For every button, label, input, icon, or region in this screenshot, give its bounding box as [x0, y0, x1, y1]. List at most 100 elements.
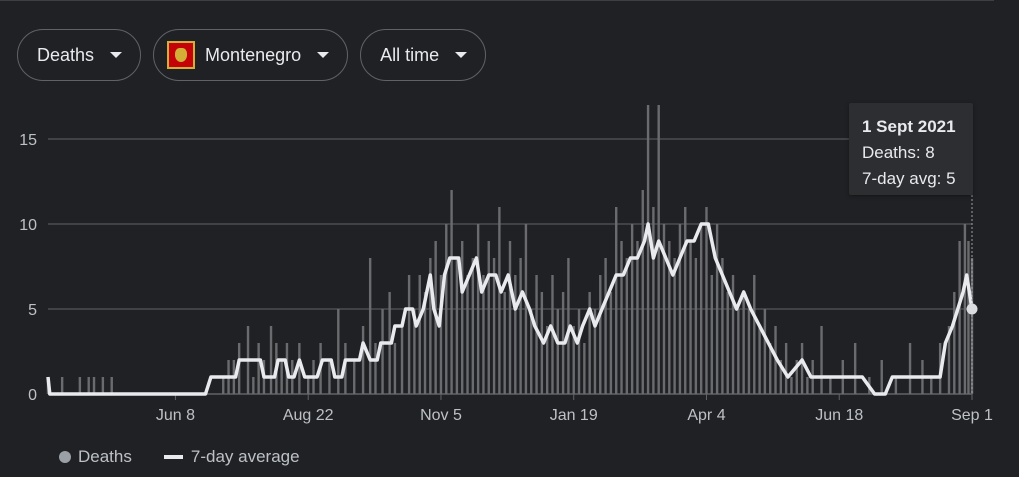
deaths-bar: [257, 343, 260, 394]
deaths-bar: [662, 224, 666, 394]
deaths-bar: [953, 292, 956, 394]
deaths-bar: [519, 258, 522, 394]
deaths-bar: [514, 275, 517, 394]
tooltip-deaths: Deaths: 8: [862, 143, 935, 162]
y-tick-label: 0: [28, 387, 37, 404]
deaths-bar: [820, 326, 823, 394]
period-dropdown[interactable]: All time: [360, 29, 487, 81]
y-tick-label: 5: [28, 302, 37, 319]
x-tick-label: Apr 4: [687, 407, 725, 424]
deaths-bar: [298, 343, 301, 394]
deaths-bar: [429, 258, 432, 394]
deaths-bar: [715, 224, 719, 394]
deaths-bar: [353, 360, 356, 394]
deaths-bar: [222, 377, 225, 394]
chart-legend: Deaths 7-day average: [59, 447, 300, 467]
deaths-bar: [423, 292, 427, 394]
country-dropdown[interactable]: Montenegro: [153, 29, 349, 81]
deaths-bar: [280, 360, 283, 394]
x-tick-label: Jun 8: [156, 407, 195, 424]
deaths-bar: [784, 343, 788, 394]
deaths-bar: [101, 377, 105, 394]
average-line: [46, 222, 974, 396]
deaths-bar: [625, 258, 629, 394]
deaths-bar: [806, 377, 809, 394]
deaths-bar: [894, 377, 898, 394]
x-tick-label: Aug 22: [283, 407, 334, 424]
deaths-bar: [630, 224, 634, 394]
deaths-bar: [461, 241, 464, 394]
deaths-bar: [487, 241, 490, 394]
legend-label-average: 7-day average: [190, 447, 300, 466]
period-dropdown-label: All time: [380, 44, 440, 65]
deaths-bar: [668, 241, 671, 394]
deaths-bar: [694, 258, 698, 394]
y-tick-label: 15: [19, 132, 37, 149]
chart-tooltip: 1 Sept 2021 Deaths: 8 7-day avg: 5: [849, 103, 973, 195]
deaths-bar: [646, 105, 650, 394]
x-tick-label: Nov 5: [420, 407, 462, 424]
deaths-bar: [763, 309, 767, 394]
deaths-bar: [530, 309, 533, 394]
deaths-bar: [699, 224, 703, 394]
deaths-bar: [970, 258, 974, 394]
deaths-bar: [503, 292, 506, 394]
deaths-bar: [641, 190, 644, 394]
metric-dropdown[interactable]: Deaths: [17, 29, 142, 81]
deaths-bar: [967, 241, 970, 394]
deaths-bar: [908, 343, 912, 394]
deaths-bar: [556, 309, 559, 394]
deaths-bar: [795, 360, 798, 394]
deaths-bar: [498, 207, 501, 394]
deaths-bar: [615, 207, 618, 394]
deaths-bar: [753, 275, 756, 394]
deaths-bar: [572, 326, 575, 394]
filter-bar: Deaths Montenegro All time: [17, 29, 487, 81]
deaths-bar: [87, 377, 90, 394]
legend-line-icon: [163, 455, 183, 459]
deaths-bar: [880, 360, 883, 394]
hover-point: [966, 303, 978, 315]
deaths-bar: [92, 377, 96, 394]
deaths-bar: [705, 207, 708, 394]
deaths-bar: [78, 377, 82, 394]
deaths-bar: [381, 309, 384, 394]
deaths-bar: [930, 377, 933, 394]
deaths-bar: [609, 292, 613, 394]
top-divider: [0, 0, 994, 1]
x-tick-label: Jan 19: [550, 407, 598, 424]
deaths-bar: [947, 326, 951, 394]
deaths-bar: [758, 326, 761, 394]
deaths-bar: [800, 343, 804, 394]
deaths-bar: [737, 309, 740, 394]
deaths-bar: [689, 241, 692, 394]
country-dropdown-label: Montenegro: [205, 44, 302, 65]
deaths-bar: [673, 258, 676, 394]
deaths-bar: [524, 224, 528, 394]
deaths-bar: [710, 275, 713, 394]
deaths-bar: [466, 275, 469, 394]
legend-item-average[interactable]: 7-day average: [163, 447, 300, 467]
x-tick-label: Jun 18: [815, 407, 863, 424]
deaths-bar: [742, 292, 745, 394]
deaths-bar: [593, 309, 597, 394]
deaths-chart[interactable]: 0 5 10 15 Jun 8 Aug 22 Nov 5 Jan 19 Apr 4 Jun 18 S…: [0, 95, 1019, 430]
deaths-bar: [726, 292, 729, 394]
legend-item-deaths[interactable]: Deaths: [59, 447, 132, 467]
montenegro-flag-icon: [167, 41, 196, 69]
deaths-bar: [407, 275, 411, 394]
deaths-bar: [535, 275, 538, 394]
deaths-bar: [307, 377, 310, 394]
deaths-bar: [482, 275, 485, 394]
deaths-bar: [731, 275, 735, 394]
deaths-bar: [790, 377, 793, 394]
deaths-bar: [829, 377, 832, 394]
deaths-bar: [853, 343, 857, 394]
deaths-bar: [413, 309, 416, 394]
deaths-bar: [963, 224, 967, 394]
deaths-bar: [588, 292, 591, 394]
deaths-bar: [545, 326, 549, 394]
deaths-bar: [393, 343, 397, 394]
deaths-bar: [471, 258, 475, 394]
deaths-bar: [60, 377, 64, 394]
